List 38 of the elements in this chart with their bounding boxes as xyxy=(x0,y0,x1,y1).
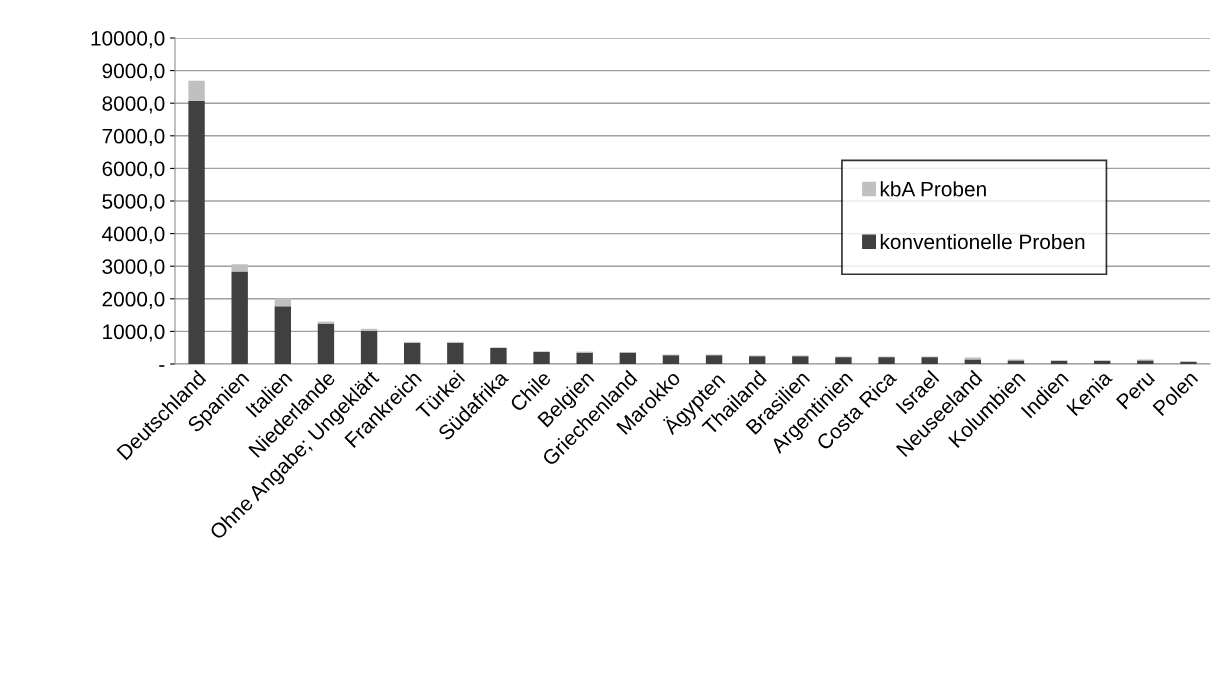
y-tick-label: 10000,0 xyxy=(91,31,165,49)
bar xyxy=(403,342,421,364)
bar xyxy=(317,323,335,364)
y-tick-label: 2000,0 xyxy=(102,291,165,310)
bar xyxy=(748,356,766,364)
y-tick-label: 3000,0 xyxy=(102,259,165,277)
bar xyxy=(921,357,938,364)
y-tick-label: 6000,0 xyxy=(102,161,165,179)
bar xyxy=(188,100,205,364)
bar xyxy=(878,357,895,364)
y-tick-label: 5000,0 xyxy=(102,194,165,212)
y-tick-label: 1000,0 xyxy=(103,324,165,342)
y-tick-label: 7000,0 xyxy=(102,128,165,147)
legend-label: konventionelle Proben xyxy=(880,233,1085,250)
bar xyxy=(576,352,593,364)
bar xyxy=(274,298,292,307)
bar xyxy=(447,342,464,364)
y-tick-label: 4000,0 xyxy=(102,226,165,244)
bar xyxy=(1180,361,1197,364)
bar xyxy=(231,264,248,272)
bar xyxy=(835,357,852,364)
bar xyxy=(188,80,205,101)
y-tick-label: 9000,0 xyxy=(102,63,165,81)
bar xyxy=(619,352,637,364)
y-tick-label: - xyxy=(159,365,165,367)
legend-label: kbA Proben xyxy=(880,181,986,197)
bar xyxy=(490,348,507,364)
bar xyxy=(533,351,550,364)
bar xyxy=(1093,360,1111,364)
bar xyxy=(964,359,982,364)
bar xyxy=(231,271,248,364)
bar xyxy=(1050,360,1068,364)
bar xyxy=(360,330,378,364)
bar xyxy=(705,355,723,364)
bar xyxy=(662,355,680,364)
y-tick-label: 8000,0 xyxy=(102,96,165,114)
bar xyxy=(274,306,292,364)
bar xyxy=(792,356,809,364)
